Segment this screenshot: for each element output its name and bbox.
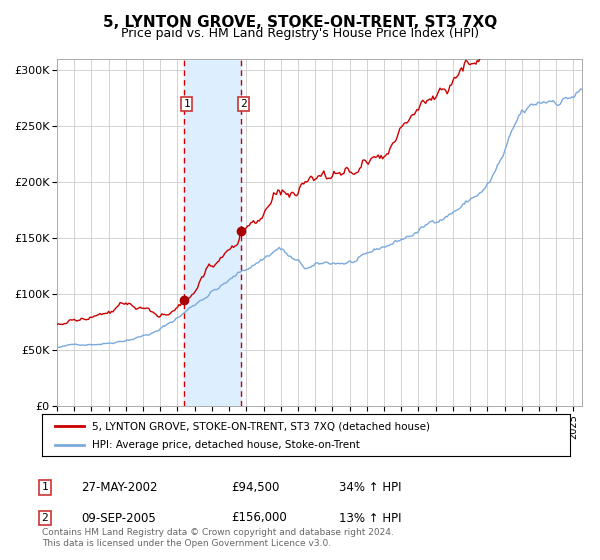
Text: Contains HM Land Registry data © Crown copyright and database right 2024.
This d: Contains HM Land Registry data © Crown c… [42, 528, 394, 548]
Text: 5, LYNTON GROVE, STOKE-ON-TRENT, ST3 7XQ: 5, LYNTON GROVE, STOKE-ON-TRENT, ST3 7XQ [103, 15, 497, 30]
Text: 5, LYNTON GROVE, STOKE-ON-TRENT, ST3 7XQ (detached house): 5, LYNTON GROVE, STOKE-ON-TRENT, ST3 7XQ… [92, 421, 430, 431]
Text: 1: 1 [183, 99, 190, 109]
Text: 2: 2 [240, 99, 247, 109]
Bar [184, 59, 241, 406]
Text: Price paid vs. HM Land Registry's House Price Index (HPI): Price paid vs. HM Land Registry's House … [121, 27, 479, 40]
Text: 1: 1 [41, 482, 49, 492]
Text: 2: 2 [41, 513, 49, 523]
Text: 13% ↑ HPI: 13% ↑ HPI [339, 511, 401, 525]
Text: HPI: Average price, detached house, Stoke-on-Trent: HPI: Average price, detached house, Stok… [92, 440, 360, 450]
Text: £156,000: £156,000 [231, 511, 287, 525]
Text: £94,500: £94,500 [231, 480, 280, 494]
Text: 09-SEP-2005: 09-SEP-2005 [81, 511, 156, 525]
Text: 34% ↑ HPI: 34% ↑ HPI [339, 480, 401, 494]
Text: 27-MAY-2002: 27-MAY-2002 [81, 480, 157, 494]
